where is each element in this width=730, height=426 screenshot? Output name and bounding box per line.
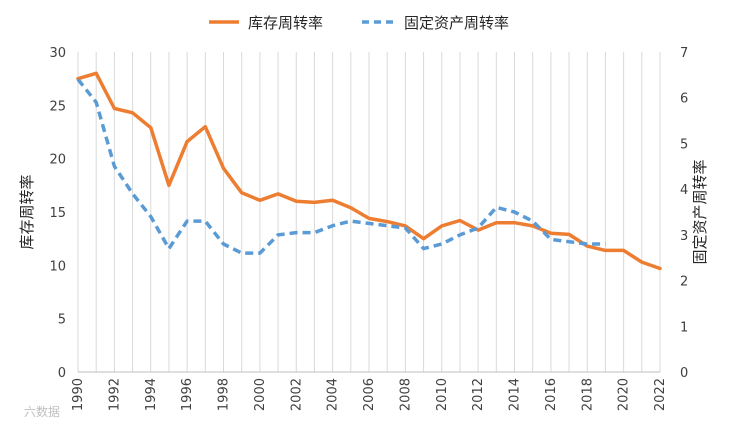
- right-y-axis: 0 1 2 3 4 5 6 7: [680, 46, 688, 381]
- x-tick-label: 1990: [71, 378, 86, 411]
- left-y-axis-title: 库存周转率: [18, 174, 36, 249]
- x-tick-label: 2008: [398, 378, 413, 411]
- x-tick-label: 2018: [580, 378, 595, 411]
- x-tick-label: 2010: [435, 378, 450, 411]
- y-tick-label: 30: [49, 46, 66, 61]
- y-tick-label: 10: [49, 259, 66, 274]
- x-tick-label: 2012: [471, 378, 486, 411]
- grid: [77, 52, 661, 373]
- x-tick-label: 2016: [544, 378, 559, 411]
- y2-tick-label: 6: [680, 92, 688, 107]
- series-line-fixed-asset-turnover: [76, 78, 606, 255]
- y-tick-label: 5: [58, 313, 66, 328]
- y-tick-label: 25: [49, 99, 66, 114]
- y2-tick-label: 7: [680, 46, 688, 61]
- left-y-axis: 0 5 10 15 20 25 30: [49, 46, 66, 381]
- y2-tick-label: 2: [680, 275, 688, 290]
- y-tick-label: 15: [49, 206, 66, 221]
- y-tick-label: 0: [58, 366, 66, 381]
- x-tick-label: 1992: [107, 378, 122, 411]
- legend-label-inventory: 库存周转率: [248, 14, 323, 32]
- x-axis: 1990 1992 1994 1996 1998 2000 2002 2004 2006 2008…: [71, 378, 668, 411]
- x-tick-label: 2022: [653, 378, 668, 411]
- y2-tick-label: 5: [680, 137, 688, 152]
- x-tick-label: 1996: [180, 378, 195, 411]
- x-tick-label: 2004: [326, 378, 341, 411]
- y2-tick-label: 4: [680, 183, 688, 198]
- x-tick-label: 2014: [508, 378, 523, 411]
- y2-tick-label: 1: [680, 320, 688, 335]
- right-y-axis-title: 固定资产周转率: [691, 159, 709, 264]
- y2-tick-label: 0: [680, 366, 688, 381]
- watermark: 六数据: [24, 404, 60, 419]
- x-tick-label: 2020: [617, 378, 632, 411]
- series-line-inventory-turnover: [76, 71, 662, 271]
- plot-area: [76, 71, 662, 271]
- x-tick-label: 2002: [289, 378, 304, 411]
- y2-tick-label: 3: [680, 229, 688, 244]
- y-tick-label: 20: [49, 153, 66, 168]
- x-tick-label: 2000: [253, 378, 268, 411]
- x-tick-label: 1994: [144, 378, 159, 411]
- x-tick-label: 2006: [362, 378, 377, 411]
- x-tick-label: 1998: [217, 378, 232, 411]
- legend-label-fixed-asset: 固定资产周转率: [404, 14, 509, 32]
- legend: 库存周转率 固定资产周转率: [209, 14, 509, 32]
